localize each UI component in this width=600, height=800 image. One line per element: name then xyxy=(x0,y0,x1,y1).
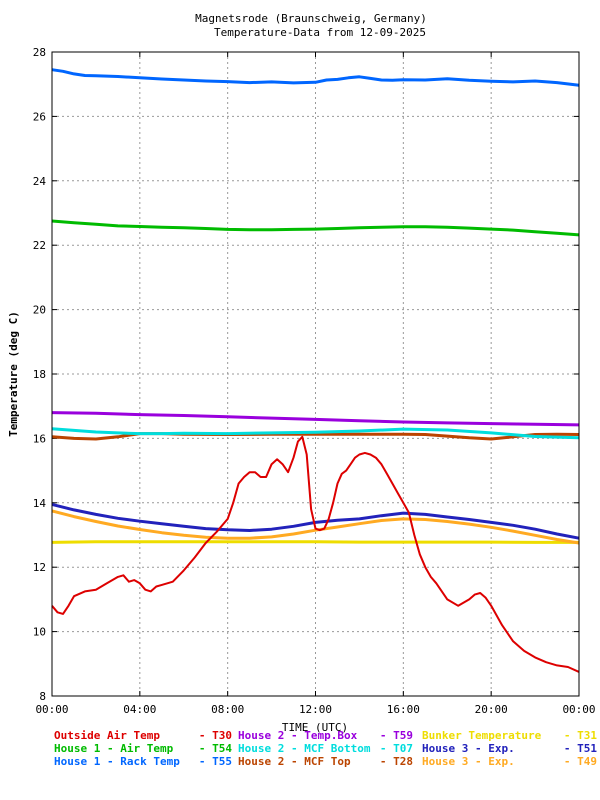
legend-label: House 2 - MCF Top xyxy=(238,755,351,768)
y-tick-label: 20 xyxy=(33,304,46,317)
legend-label: House 2 - Temp.Box xyxy=(238,729,358,742)
series-line-t54 xyxy=(51,219,580,237)
y-tick-label: 28 xyxy=(33,46,46,59)
y-tick-label: 16 xyxy=(33,432,46,445)
x-tick-label: 12:00 xyxy=(299,703,332,716)
series-line-t31 xyxy=(51,540,579,544)
series-line-t07 xyxy=(51,427,580,440)
series-line-t55 xyxy=(51,68,580,87)
series-line-t28 xyxy=(51,432,580,441)
y-tick-label: 12 xyxy=(33,561,46,574)
legend-label: House 3 - Exp. xyxy=(422,755,515,768)
legend-label: House 1 - Air Temp xyxy=(54,742,174,755)
chart-title: Magnetsrode (Braunschweig, Germany) xyxy=(195,12,427,25)
legend-code: - T07 xyxy=(380,742,413,755)
legend-label: House 1 - Rack Temp xyxy=(54,755,180,768)
x-axis-label: TIME (UTC) xyxy=(282,721,348,734)
legend-code: - T51 xyxy=(564,742,597,755)
legend-label: Outside Air Temp xyxy=(54,729,160,742)
x-tick-label: 04:00 xyxy=(123,703,156,716)
legend-code: - T31 xyxy=(564,729,597,742)
legend: Outside Air Temp - T30 House 2 - Temp.Box -… xyxy=(54,729,597,768)
series-lines xyxy=(51,68,580,673)
legend-label: Bunker Temperature xyxy=(422,729,542,742)
x-tick-label: 16:00 xyxy=(387,703,420,716)
legend-label: House 3 - Exp. xyxy=(422,742,515,755)
y-tick-label: 26 xyxy=(33,110,46,123)
x-axis-ticks: 00:00 04:00 08:00 12:00 16:00 20:00 00:00 xyxy=(35,52,596,716)
series-line-t30 xyxy=(51,435,580,673)
y-axis-label: Temperature (deg C) xyxy=(7,311,20,437)
x-tick-label: 00:00 xyxy=(35,703,68,716)
legend-code: - T54 xyxy=(199,742,232,755)
series-line-t51 xyxy=(51,502,580,540)
series-line-t59 xyxy=(51,411,580,427)
y-tick-label: 22 xyxy=(33,239,46,252)
chart-subtitle: Temperature-Data from 12-09-2025 xyxy=(214,26,426,39)
legend-code: - T59 xyxy=(380,729,413,742)
y-tick-label: 8 xyxy=(39,690,46,703)
y-tick-label: 14 xyxy=(33,497,47,510)
y-tick-label: 18 xyxy=(33,368,46,381)
x-tick-label: 20:00 xyxy=(475,703,508,716)
x-tick-label: 08:00 xyxy=(211,703,244,716)
legend-code: - T30 xyxy=(199,729,232,742)
plot-frame xyxy=(51,51,580,697)
legend-code: - T55 xyxy=(199,755,232,768)
y-axis-ticks: 8 10 12 14 16 18 20 22 24 26 28 xyxy=(33,46,579,703)
x-tick-label: 00:00 xyxy=(562,703,595,716)
y-tick-label: 24 xyxy=(33,175,47,188)
y-tick-label: 10 xyxy=(33,626,46,639)
grid-lines xyxy=(52,52,579,696)
series-line-t49 xyxy=(51,509,580,545)
legend-label: House 2 - MCF Bottom xyxy=(238,742,371,755)
legend-code: - T49 xyxy=(564,755,597,768)
legend-code: - T28 xyxy=(380,755,413,768)
